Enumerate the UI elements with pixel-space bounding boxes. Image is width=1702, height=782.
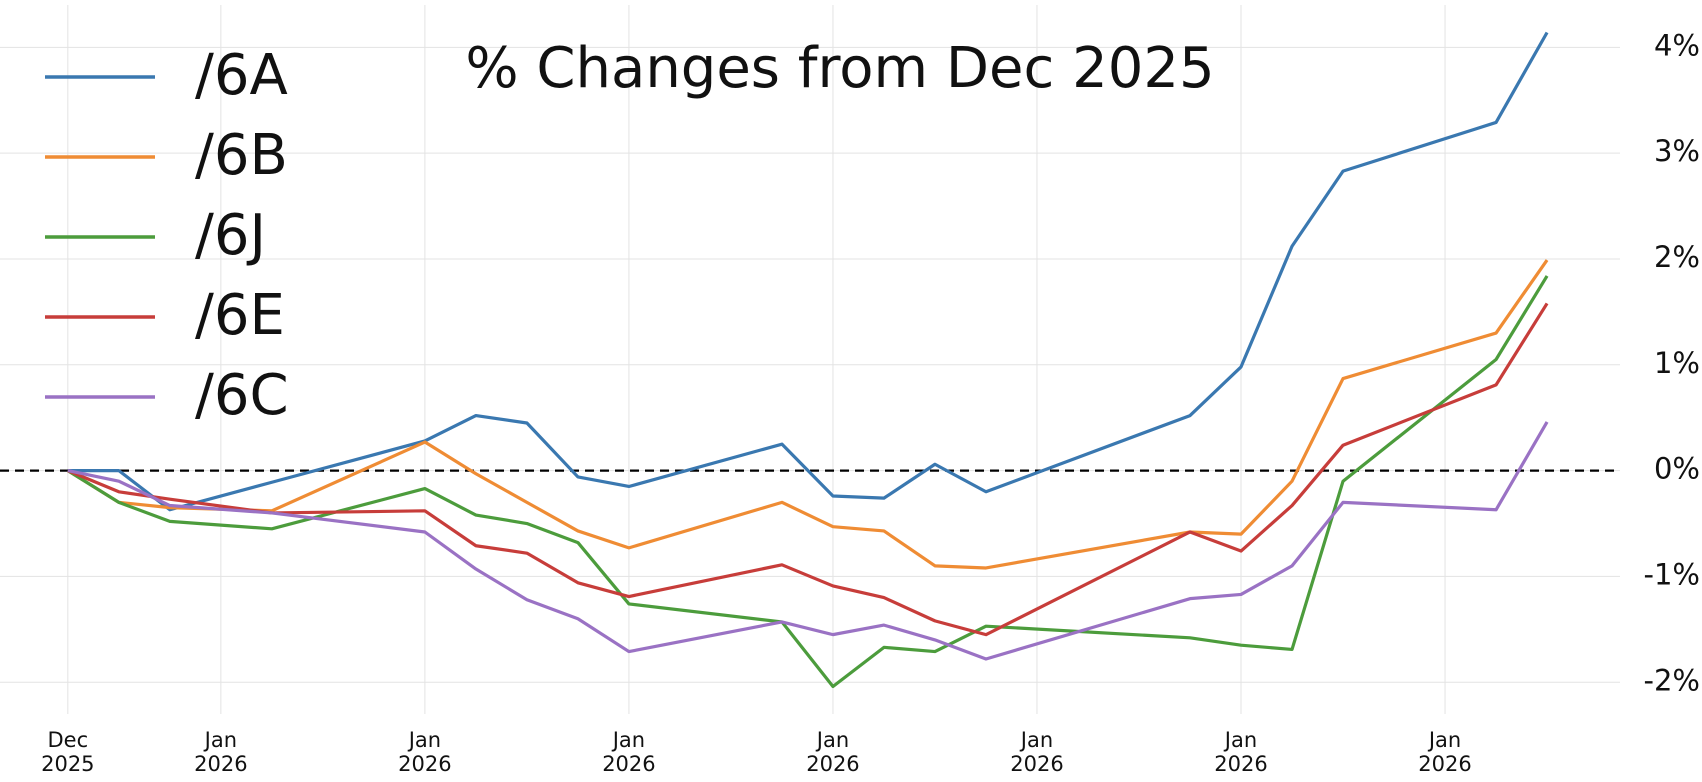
x-tick-label: Jan 2026 [194, 728, 248, 776]
line-series [67, 421, 1549, 661]
y-tick-label: 1% [1654, 346, 1700, 380]
x-tick-label: Jan 2026 [806, 728, 860, 776]
legend-label: /6B [195, 123, 288, 188]
y-tick-label: -2% [1644, 663, 1700, 697]
x-tick-label: Jan 2026 [1418, 728, 1472, 776]
line-series [66, 259, 1549, 570]
y-tick-label: 2% [1654, 240, 1700, 274]
legend-label: /6E [195, 283, 285, 348]
chart-title: % Changes from Dec 2025 [465, 36, 1214, 101]
x-tick-label: Jan 2026 [1010, 728, 1064, 776]
line-series [67, 302, 1549, 637]
y-tick-label: 0% [1654, 452, 1700, 486]
x-tick-label: Dec 2025 [41, 728, 95, 776]
y-tick-label: -1% [1644, 557, 1700, 591]
y-tick-label: 3% [1654, 134, 1700, 168]
x-tick-label: Jan 2026 [602, 728, 656, 776]
y-tick-label: 4% [1654, 28, 1700, 62]
line-series [66, 275, 1549, 689]
x-tick-label: Jan 2026 [1214, 728, 1268, 776]
x-tick-label: Jan 2026 [398, 728, 452, 776]
legend-label: /6C [195, 363, 289, 428]
legend-label: /6A [195, 43, 288, 108]
legend-label: /6J [195, 203, 266, 268]
line-series [67, 31, 1549, 512]
